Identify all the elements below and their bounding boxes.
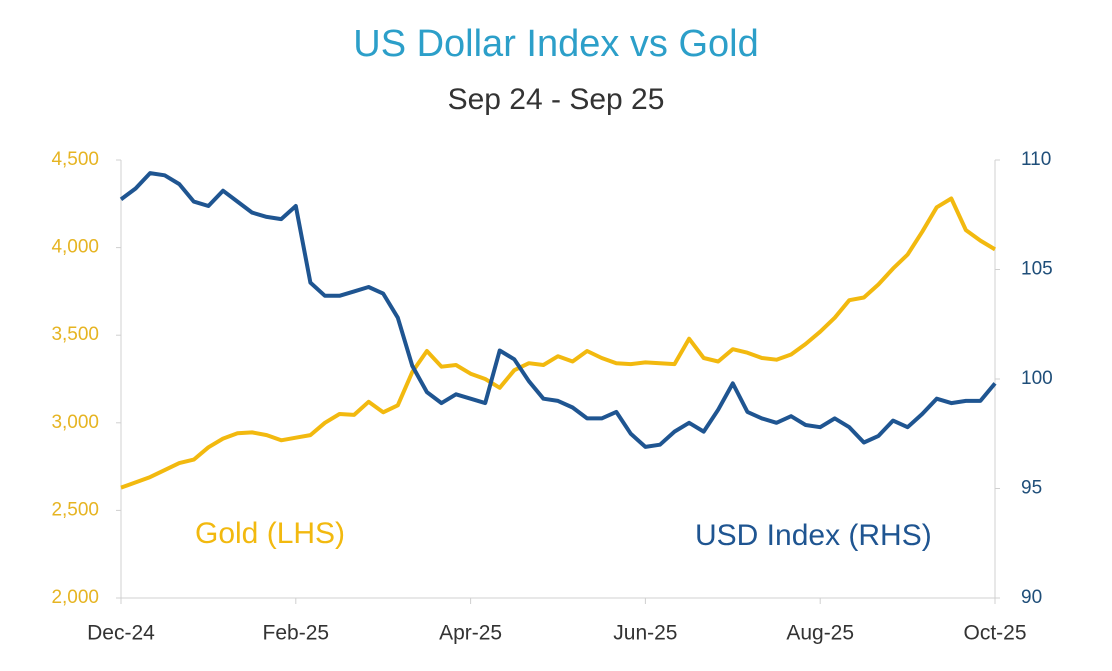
y2-tick-label: 105 [1021, 259, 1053, 280]
chart-title: US Dollar Index vs Gold [353, 23, 759, 65]
x-tick-label: Oct-25 [963, 622, 1026, 645]
y-tick-label: 3,500 [51, 324, 99, 345]
x-tick-label: Apr-25 [439, 622, 502, 645]
x-tick-label: Dec-24 [87, 622, 155, 645]
y-tick-label: 4,000 [51, 237, 99, 258]
y-tick-label: 4,500 [51, 149, 99, 170]
y2-tick-label: 90 [1021, 587, 1042, 608]
y2-tick-label: 100 [1021, 368, 1053, 389]
series-line [120, 196, 997, 490]
y2-tick-label: 110 [1021, 149, 1051, 170]
y2-tick-label: 95 [1021, 478, 1042, 499]
series-line [119, 171, 997, 449]
chart-subtitle: Sep 24 - Sep 25 [448, 83, 665, 116]
x-tick-label: Jun-25 [613, 622, 677, 645]
y-tick-label: 3,000 [51, 412, 99, 433]
legend-label: USD Index (RHS) [695, 519, 932, 552]
y-tick-label: 2,500 [51, 499, 99, 520]
x-tick-label: Feb-25 [263, 622, 330, 645]
legend-label: Gold (LHS) [195, 517, 345, 550]
x-tick-label: Aug-25 [786, 622, 854, 645]
y-tick-label: 2,000 [51, 587, 99, 608]
